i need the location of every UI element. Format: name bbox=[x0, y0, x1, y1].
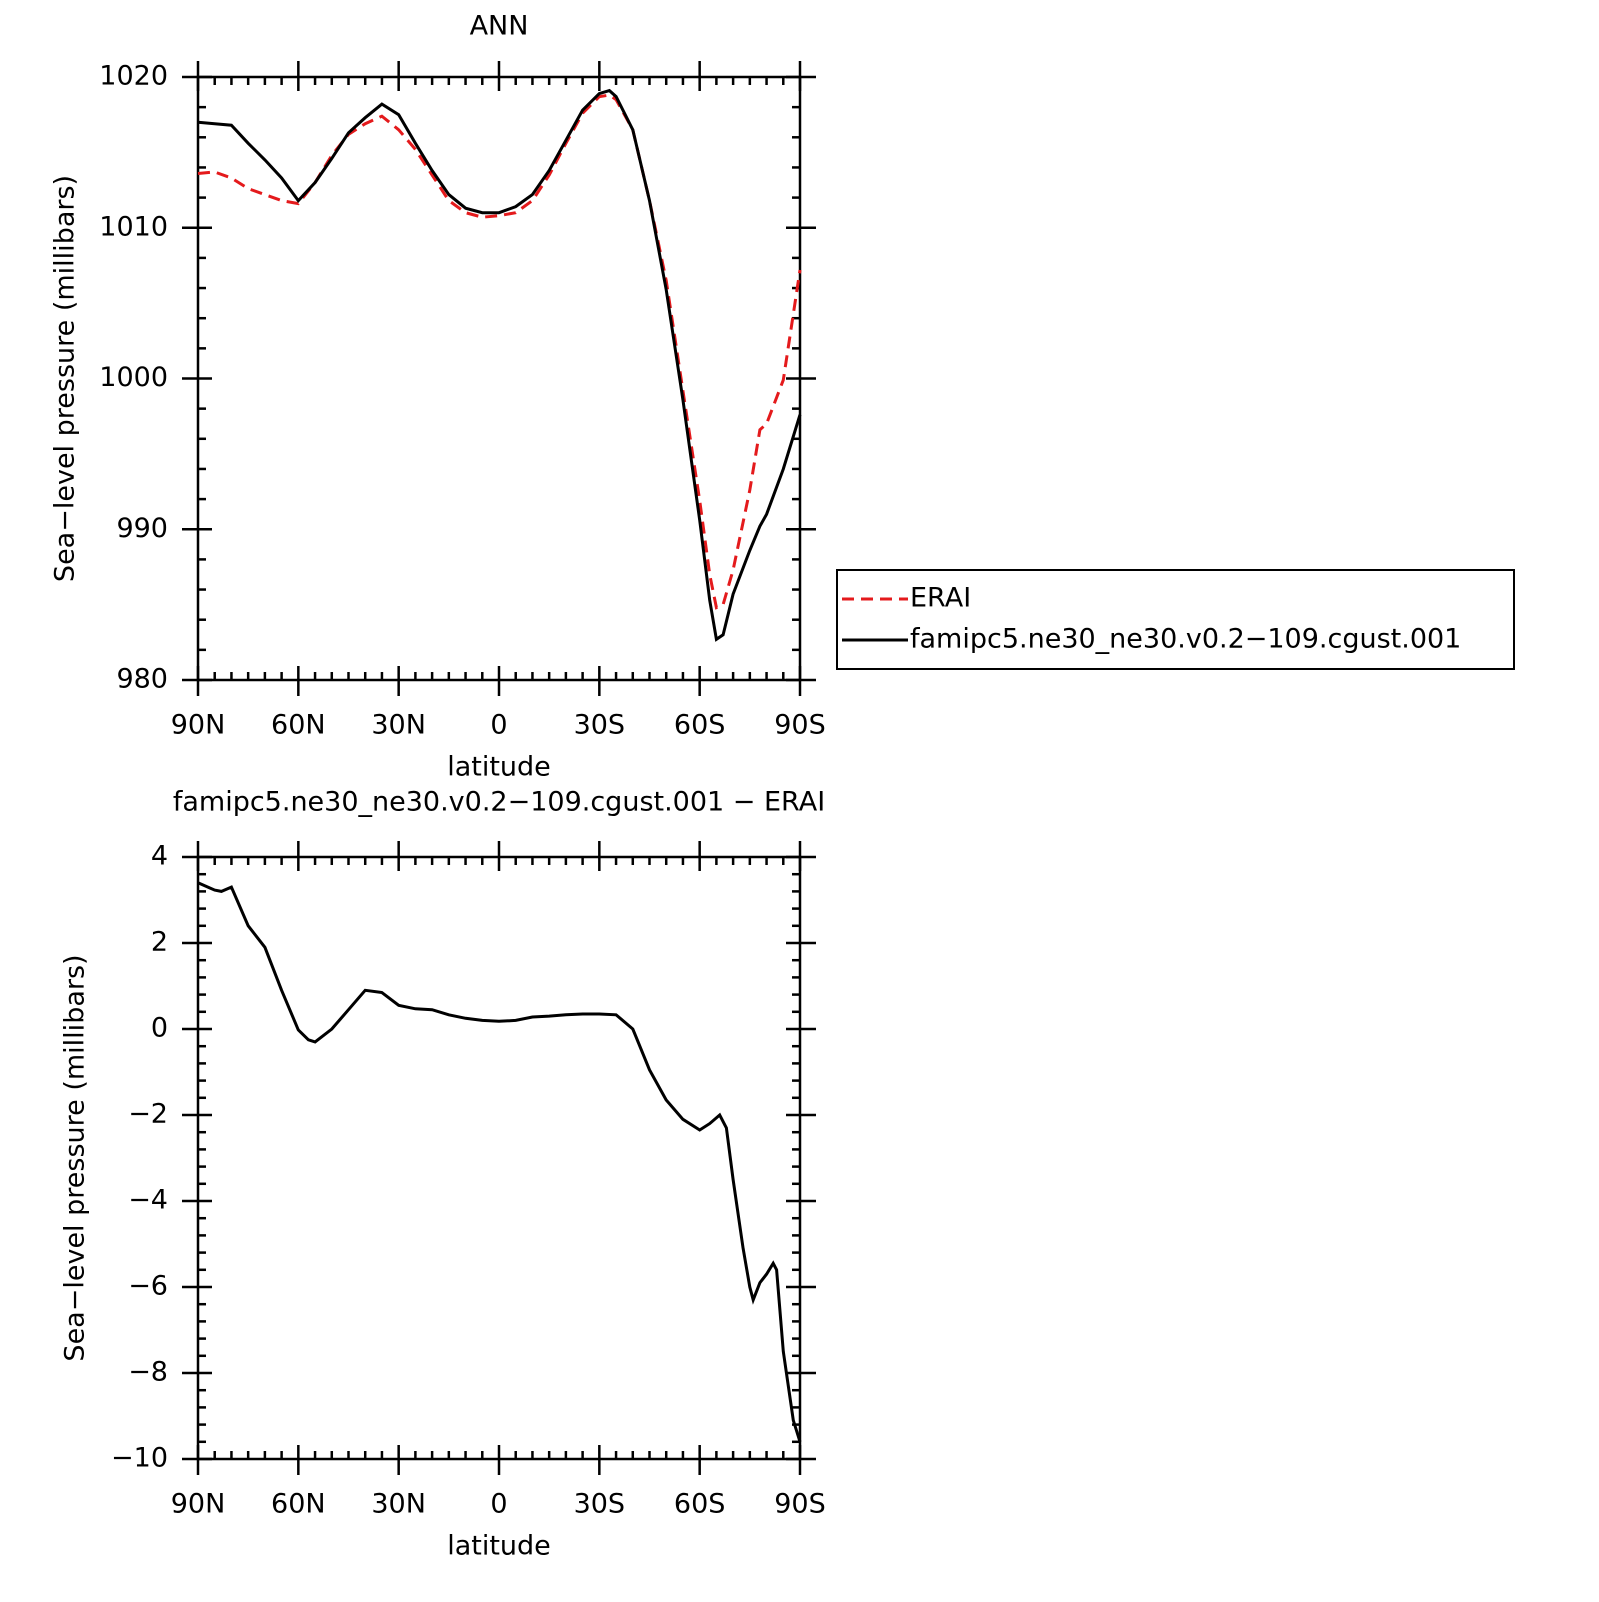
y-tick-label: 1020 bbox=[99, 61, 168, 92]
x-tick-label: 30S bbox=[574, 1489, 626, 1520]
legend-label: famipc5.ne30_ne30.v0.2−109.cgust.001 bbox=[910, 624, 1461, 655]
data-line bbox=[197, 881, 802, 1443]
y-tick-label: 4 bbox=[151, 841, 168, 872]
y-tick-label: 0 bbox=[151, 1013, 168, 1044]
x-tick-label: 0 bbox=[490, 1489, 507, 1520]
chart-title: famipc5.ne30_ne30.v0.2−109.cgust.001 − E… bbox=[173, 787, 825, 818]
y-axis-label: Sea−level pressure (millibars) bbox=[60, 954, 91, 1361]
legend-label: ERAI bbox=[910, 583, 971, 614]
y-tick-label: −8 bbox=[128, 1357, 168, 1388]
y-tick-label: 990 bbox=[116, 513, 168, 544]
x-tick-label: 60S bbox=[674, 710, 726, 741]
plot: famipc5.ne30_ne30.v0.2−109.cgust.001 − E… bbox=[60, 787, 826, 1562]
y-tick-label: −6 bbox=[128, 1271, 168, 1302]
x-tick-label: 30S bbox=[574, 710, 626, 741]
x-tick-label: 30N bbox=[371, 710, 426, 741]
y-tick-label: 1010 bbox=[99, 211, 168, 242]
x-tick-label: 0 bbox=[490, 710, 507, 741]
x-tick-label: 90N bbox=[171, 710, 226, 741]
plot: ANN latitude Sea−level pressure (millibars… bbox=[50, 11, 826, 783]
y-axis-label: Sea−level pressure (millibars) bbox=[50, 175, 81, 582]
x-axis-label: latitude bbox=[447, 1531, 551, 1562]
data-line bbox=[197, 93, 802, 610]
y-tick-label: 1000 bbox=[99, 362, 168, 393]
legend: ERAI famipc5.ne30_ne30.v0.2−109.cgust.001 bbox=[836, 569, 1515, 670]
x-tick-label: 30N bbox=[371, 1489, 426, 1520]
y-tick-label: 980 bbox=[116, 664, 168, 695]
data-line bbox=[197, 88, 802, 642]
x-tick-label: 60N bbox=[271, 710, 326, 741]
plot-frame bbox=[196, 855, 802, 1461]
x-tick-label: 90S bbox=[774, 710, 826, 741]
plot-frame bbox=[196, 75, 802, 682]
y-tick-label: 2 bbox=[151, 927, 168, 958]
chart-title: ANN bbox=[470, 11, 529, 42]
x-axis-label: latitude bbox=[447, 752, 551, 783]
x-tick-label: 90N bbox=[171, 1489, 226, 1520]
y-tick-label: −10 bbox=[111, 1443, 168, 1474]
legend-frame bbox=[836, 569, 1515, 670]
x-tick-label: 90S bbox=[774, 1489, 826, 1520]
x-tick-label: 60N bbox=[271, 1489, 326, 1520]
x-tick-label: 60S bbox=[674, 1489, 726, 1520]
y-tick-label: −4 bbox=[128, 1185, 168, 1216]
y-tick-label: −2 bbox=[128, 1099, 168, 1130]
